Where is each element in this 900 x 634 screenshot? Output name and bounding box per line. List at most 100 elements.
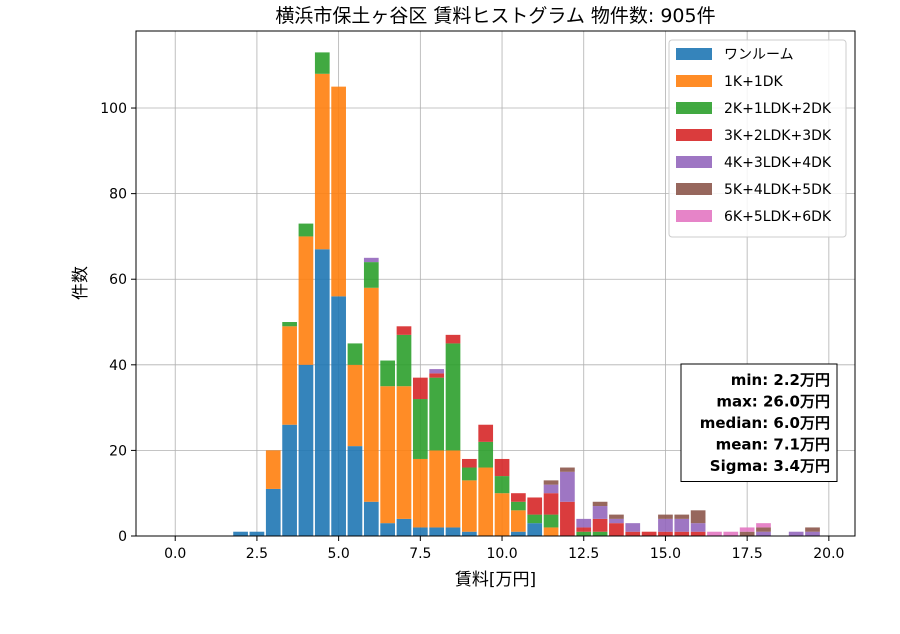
bar-series-6 [739, 531, 755, 536]
bar-series-1 [282, 424, 297, 536]
bar-series-5 [625, 523, 641, 532]
x-tick-label: 5.0 [327, 546, 349, 562]
bar-series-3 [298, 223, 314, 237]
legend-swatch [676, 210, 712, 222]
bar-series-3 [396, 334, 412, 387]
y-axis-ticks: 0 20 40 60 80 100 [100, 101, 136, 545]
bar-series-1 [347, 446, 363, 536]
bar-series-7 [707, 531, 722, 536]
stats-line: mean: 7.1万円 [716, 436, 830, 454]
bar-series-4 [625, 531, 641, 536]
y-axis-label: 件数 [71, 266, 91, 300]
bar-series-6 [543, 480, 559, 485]
stats-line: max: 26.0万円 [716, 393, 830, 411]
y-tick-label: 40 [109, 358, 127, 374]
legend-swatch [676, 183, 712, 195]
bar-series-3 [592, 531, 608, 536]
x-tick-label: 20.0 [813, 546, 844, 562]
bar-series-2 [282, 326, 297, 425]
y-tick-label: 0 [118, 529, 127, 545]
bar-series-1 [331, 296, 346, 536]
stats-line: min: 2.2万円 [731, 371, 830, 389]
bar-series-1 [249, 531, 265, 536]
bar-series-4 [412, 377, 428, 400]
bar-series-2 [298, 236, 314, 365]
stats-line: median: 6.0万円 [700, 414, 830, 432]
legend-swatch [676, 156, 712, 168]
bar-series-2 [494, 493, 510, 536]
y-tick-label: 60 [109, 272, 127, 288]
x-tick-label: 2.5 [246, 546, 268, 562]
y-tick-label: 80 [109, 187, 127, 203]
bar-series-1 [363, 501, 379, 536]
bar-series-6 [805, 527, 820, 532]
x-tick-label: 15.0 [650, 546, 681, 562]
stats-line: Sigma: 3.4万円 [710, 457, 830, 475]
legend-swatch [676, 129, 712, 141]
bar-series-1 [462, 531, 477, 536]
bar-series-4 [511, 493, 526, 502]
bar-series-1 [511, 531, 526, 536]
bar-series-6 [609, 514, 624, 519]
bar-series-3 [527, 514, 543, 524]
bar-series-1 [396, 518, 412, 536]
legend-box [668, 39, 847, 238]
bar-series-4 [445, 334, 461, 344]
legend-label: 1K+1DK [724, 74, 784, 90]
bar-series-3 [576, 531, 592, 536]
bar-series-2 [314, 73, 330, 250]
legend: ワンルーム 1K+1DK 2K+1LDK+2DK 3K+2LDK+3DK 4K+3LDK… [668, 39, 847, 238]
bar-series-7 [739, 527, 755, 532]
bar-series-3 [543, 514, 559, 528]
bar-series-5 [690, 523, 706, 532]
bar-series-4 [576, 527, 592, 532]
bar-series-2 [445, 450, 461, 528]
bar-series-5 [560, 471, 575, 502]
bar-series-3 [380, 360, 396, 387]
x-axis-label: 賃料[万円] [455, 570, 536, 590]
x-tick-label: 7.5 [409, 546, 431, 562]
bar-series-4 [543, 493, 559, 515]
bar-series-3 [282, 322, 297, 327]
legend-swatch [676, 102, 712, 114]
bars [233, 52, 820, 537]
bar-series-1 [298, 364, 314, 536]
bar-series-1 [445, 527, 461, 536]
bar-series-4 [462, 458, 477, 468]
bar-series-3 [429, 377, 445, 451]
bar-series-1 [265, 488, 281, 536]
x-tick-label: 0.0 [164, 546, 186, 562]
bar-series-6 [674, 514, 690, 519]
bar-series-6 [658, 514, 673, 519]
bar-series-5 [788, 531, 804, 536]
x-axis-ticks: 0.0 2.5 5.0 7.5 10.0 12.5 15.0 17.5 20.0 [164, 536, 844, 562]
legend-label: ワンルーム [724, 47, 794, 63]
bar-series-4 [527, 497, 543, 515]
bar-series-3 [347, 343, 363, 365]
bar-series-4 [690, 531, 706, 536]
bar-series-2 [462, 480, 477, 532]
bar-series-1 [380, 523, 396, 536]
bar-series-2 [347, 364, 363, 447]
bar-series-2 [429, 450, 445, 528]
chart-title: 横浜市保土ヶ谷区 賃料ヒストグラム 物件数: 905件 [275, 5, 715, 27]
bar-series-4 [592, 518, 608, 532]
bar-series-6 [756, 527, 771, 532]
bar-series-5 [609, 518, 624, 524]
bar-series-7 [756, 523, 771, 528]
x-tick-label: 17.5 [732, 546, 763, 562]
legend-label: 3K+2LDK+3DK [724, 128, 832, 144]
bar-series-2 [478, 467, 494, 536]
bar-series-4 [674, 531, 690, 536]
bar-series-6 [560, 467, 575, 472]
bar-series-3 [412, 399, 428, 459]
bar-series-5 [674, 518, 690, 532]
bar-series-2 [412, 458, 428, 528]
bar-series-3 [494, 476, 510, 494]
bar-series-3 [478, 441, 494, 468]
stats-box-frame [680, 363, 838, 482]
bar-series-4 [429, 373, 445, 378]
bar-series-5 [429, 369, 445, 374]
bar-series-4 [494, 458, 510, 477]
